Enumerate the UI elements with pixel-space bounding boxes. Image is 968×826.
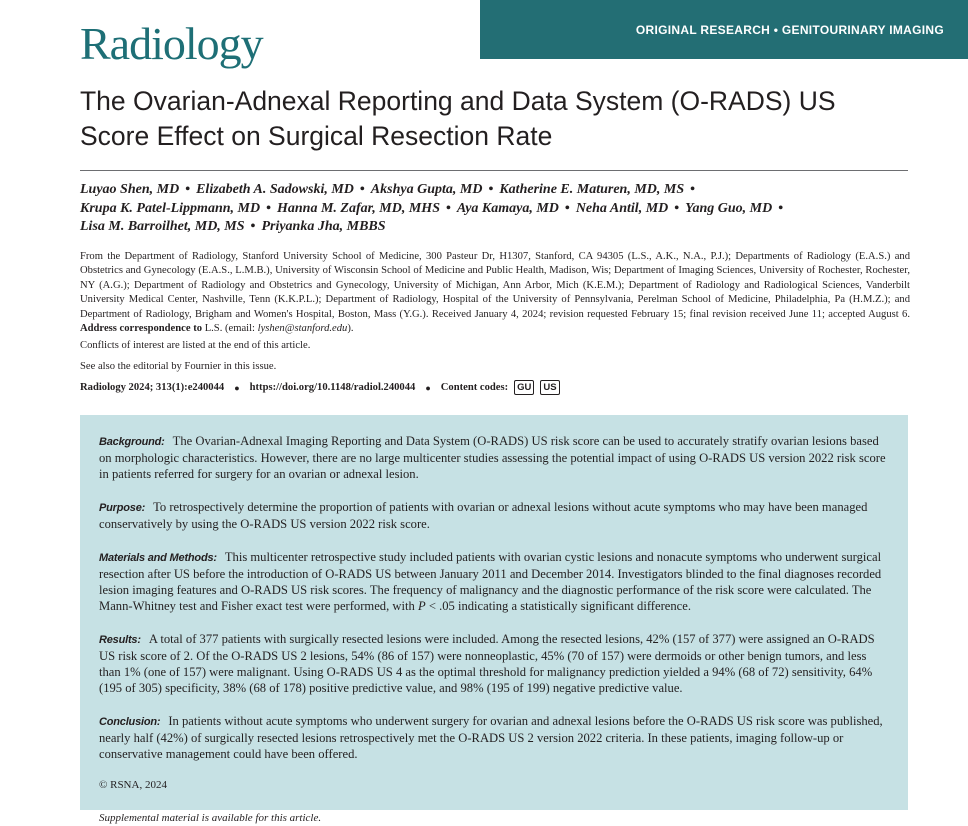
methods-text: This multicenter retrospective study inc… [99, 550, 882, 613]
author-list: Luyao Shen, MD • Elizabeth A. Sadowski, MD… [80, 181, 910, 237]
author-separator: • [445, 200, 451, 216]
author: Krupa K. Patel-Lippmann, MD [80, 200, 261, 216]
abstract-box: Background: The Ovarian-Adnexal Imaging R… [80, 415, 908, 824]
conflicts-note: Conflicts of interest are listed at the … [80, 340, 311, 351]
author: Akshya Gupta, MD [370, 182, 483, 197]
methods-heading: Materials and Methods: [99, 552, 217, 564]
author: Lisa M. Barroilhet, MD, MS [80, 219, 245, 234]
copyright: © RSNA, 2024 [99, 779, 167, 791]
editorial-note: See also the editorial by Fournier in th… [80, 361, 277, 372]
content-code-badge[interactable]: US [540, 380, 560, 395]
author-separator: • [488, 182, 494, 197]
author-separator: • [690, 182, 696, 197]
citation-line: Radiology 2024; 313(1):e240044 ● https:/… [80, 380, 560, 395]
author: Elizabeth A. Sadowski, MD [196, 182, 354, 197]
supplemental-note: Supplemental material is available for t… [99, 812, 322, 824]
author-separator: • [359, 182, 365, 197]
title-divider [80, 170, 908, 171]
abstract-conclusion: Conclusion: In patients without acute sym… [99, 713, 888, 762]
purpose-heading: Purpose: [99, 502, 146, 514]
conclusion-heading: Conclusion: [99, 716, 161, 728]
background-text: The Ovarian-Adnexal Imaging Reporting an… [99, 434, 886, 481]
purpose-text: To retrospectively determine the proport… [99, 500, 868, 531]
section-banner: ORIGINAL RESEARCH • GENITOURINARY IMAGIN… [480, 0, 968, 59]
background-heading: Background: [99, 436, 165, 448]
author-separator: • [564, 200, 570, 216]
author: Yang Guo, MD [685, 200, 773, 216]
author: Aya Kamaya, MD [456, 200, 559, 216]
correspondence-label: Address correspondence to [80, 323, 203, 335]
author-separator: • [674, 200, 680, 216]
abstract-background: Background: The Ovarian-Adnexal Imaging R… [99, 433, 888, 482]
affiliations-text: From the Department of Radiology, Stanfo… [80, 251, 910, 320]
article-title: The Ovarian-Adnexal Reporting and Data S… [80, 86, 836, 151]
p-value-symbol: P [417, 599, 426, 613]
citation: Radiology 2024; 313(1):e240044 [80, 382, 225, 393]
correspondence-email[interactable]: lyshen@stanford.edu [257, 323, 348, 335]
author: Hanna M. Zafar, MD, MHS [277, 200, 440, 216]
results-heading: Results: [99, 634, 141, 646]
affiliations: From the Department of Radiology, Stanfo… [80, 250, 910, 336]
author: Neha Antil, MD [575, 200, 669, 216]
author-separator: • [185, 182, 191, 197]
author-separator: • [266, 200, 271, 216]
author: Luyao Shen, MD [80, 182, 180, 197]
abstract-methods: Materials and Methods: This multicenter r… [99, 549, 888, 614]
correspondence-end: ). [347, 323, 354, 335]
author: Katherine E. Maturen, MD, MS [499, 182, 685, 197]
journal-logo: Radiology [80, 18, 264, 69]
content-code-badge[interactable]: GU [514, 380, 535, 395]
content-codes-label: Content codes: [440, 382, 509, 393]
citation-separator: ● [234, 382, 240, 393]
author-separator: • [778, 200, 784, 216]
conclusion-text: In patients without acute symptoms who u… [99, 714, 883, 761]
citation-separator: ● [425, 382, 431, 393]
methods-text-end: < .05 indicating a statistically signifi… [428, 599, 691, 613]
author-separator: • [250, 219, 256, 234]
correspondence-name: L.S. (email: [204, 323, 255, 335]
results-text: A total of 377 patients with surgically … [99, 632, 875, 695]
abstract-purpose: Purpose: To retrospectively determine the… [99, 499, 888, 532]
author: Priyanka Jha, MBBS [261, 219, 386, 234]
doi-link[interactable]: https://doi.org/10.1148/radiol.240044 [249, 382, 416, 393]
abstract-results: Results: A total of 377 patients with sur… [99, 631, 888, 696]
